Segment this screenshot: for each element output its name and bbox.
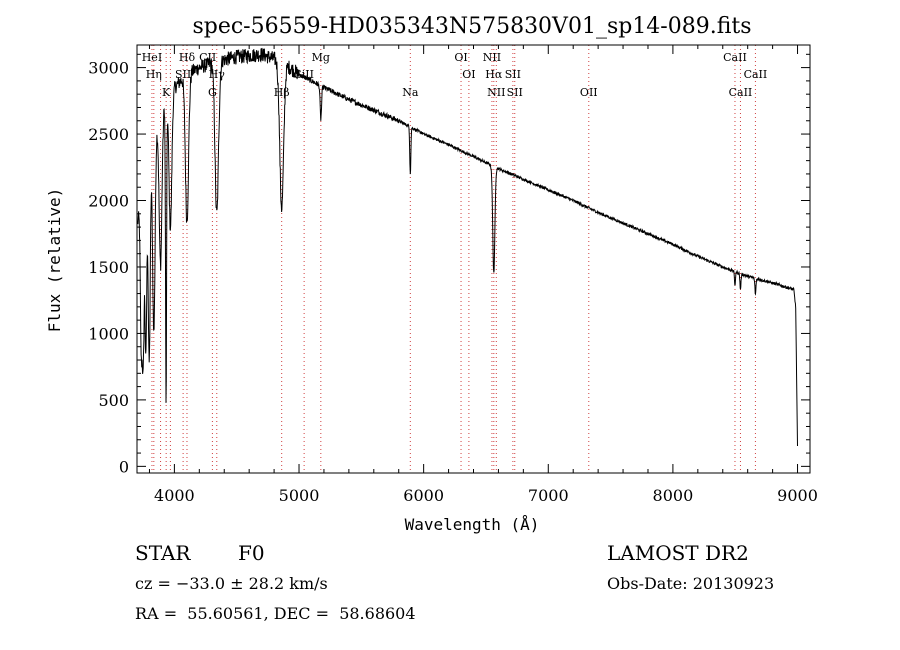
x-tick-label: 4000 <box>154 486 195 505</box>
line-label: SII <box>507 86 523 99</box>
line-label: NII <box>483 51 501 64</box>
y-tick-label: 1000 <box>88 324 129 343</box>
y-tick-label: 3000 <box>88 59 129 78</box>
x-tick-label: 9000 <box>777 486 818 505</box>
line-label: HeI <box>142 51 162 64</box>
y-tick-label: 500 <box>98 391 129 410</box>
y-tick-label: 2000 <box>88 192 129 211</box>
spectrum-series <box>137 47 798 447</box>
line-label: OI <box>454 51 467 64</box>
plot-frame <box>136 44 811 474</box>
spectral-line-markers <box>151 45 756 473</box>
y-tick-label: 1500 <box>88 258 129 277</box>
line-label: SII <box>175 68 191 81</box>
line-label: OII <box>580 86 598 99</box>
line-label: NII <box>487 86 505 99</box>
x-tick-label: 7000 <box>528 486 569 505</box>
line-label: CaII <box>723 51 747 64</box>
line-label: CaII <box>729 86 753 99</box>
x-tick-label: 5000 <box>279 486 320 505</box>
y-tick-label: 0 <box>119 457 129 476</box>
survey-name: LAMOST DR2 <box>607 541 749 565</box>
y-tick-label: 2500 <box>88 125 129 144</box>
line-label: SII <box>505 68 521 81</box>
y-axis-label: Flux (relative) <box>45 188 64 333</box>
x-axis-label: Wavelength (Å) <box>405 515 540 534</box>
line-label: Na <box>402 86 419 99</box>
line-label: Hη <box>146 68 162 81</box>
coordinates: RA = 55.60561, DEC = 58.68604 <box>135 604 416 623</box>
observation-date: Obs-Date: 20130923 <box>607 574 775 593</box>
object-subclass: F0 <box>238 541 265 565</box>
line-label: K <box>162 86 171 99</box>
object-class: STAR <box>135 541 191 565</box>
redshift-velocity: cz = −33.0 ± 28.2 km/s <box>135 574 328 593</box>
chart-title: spec-56559-HD035343N575830V01_sp14-089.f… <box>192 14 751 39</box>
line-label: CaII <box>744 68 768 81</box>
y-axis: 0 500 1000 1500 2000 2500 3000 <box>88 53 810 476</box>
x-tick-label: 6000 <box>403 486 444 505</box>
line-label: G <box>208 86 217 99</box>
x-tick-label: 8000 <box>653 486 694 505</box>
line-label: Hα <box>485 68 503 81</box>
line-label: OI <box>462 68 475 81</box>
line-label: Mg <box>312 51 330 64</box>
line-label: Hδ <box>179 51 196 64</box>
x-axis: 4000 5000 6000 7000 8000 9000 <box>148 45 818 505</box>
line-label: Hβ <box>274 86 290 99</box>
